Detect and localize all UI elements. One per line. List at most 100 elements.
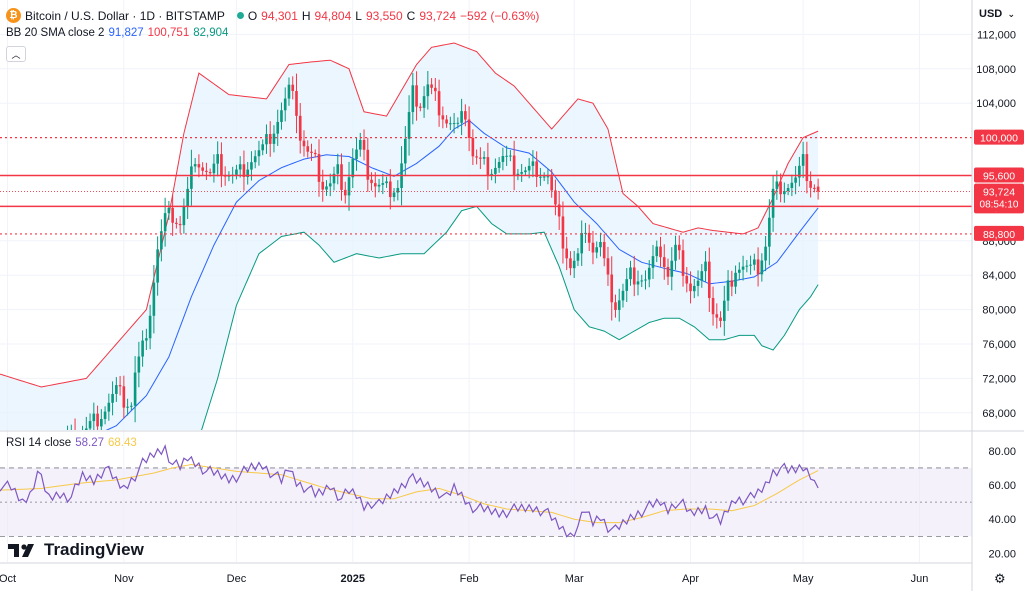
candle-body <box>516 173 520 176</box>
candle-body <box>764 246 767 261</box>
candle-body <box>786 187 790 192</box>
candle-body <box>351 159 355 178</box>
candle-body <box>313 152 317 155</box>
x-tick-label: Oct <box>0 573 16 585</box>
candle-body <box>332 173 336 184</box>
candle-body <box>388 181 392 198</box>
candle-body <box>805 154 809 182</box>
candle-body <box>520 172 523 174</box>
rsi-pane <box>0 443 972 538</box>
bb-legend[interactable]: BB 20 SMA close 2 91,827 100,751 82,904 <box>6 27 232 39</box>
countdown-label: 08:54:10 <box>980 200 1019 211</box>
bb-lower-value: 82,904 <box>193 27 229 39</box>
candle-body <box>36 457 39 462</box>
candle-body <box>208 172 212 174</box>
candle-body <box>396 187 400 193</box>
candle-body <box>291 84 295 91</box>
candle-body <box>479 157 482 159</box>
candle-body <box>306 146 310 152</box>
candle-body <box>501 156 505 162</box>
candle-body <box>655 246 659 257</box>
level-label-bg <box>974 225 1024 241</box>
candle-body <box>373 183 377 187</box>
candle-body <box>385 181 388 184</box>
candle-body <box>325 186 328 190</box>
bb-upper-value: 100,751 <box>147 27 190 39</box>
currency-selector[interactable]: USD ⌄ <box>975 4 1019 24</box>
candle-body <box>321 181 325 190</box>
candle-body <box>156 249 159 283</box>
candle-body <box>422 96 426 108</box>
candle-body <box>100 418 103 427</box>
candle-body <box>471 137 475 157</box>
rsi-legend[interactable]: RSI 14 close 58.27 68.43 <box>6 437 141 449</box>
rsi-tick-label: 40.00 <box>988 514 1016 526</box>
candle-body <box>280 110 283 122</box>
candle-body <box>32 462 35 464</box>
candle-body <box>265 134 268 145</box>
candle-body <box>685 275 689 284</box>
bitcoin-icon: ₿ <box>6 8 21 23</box>
candle-body <box>55 452 58 457</box>
candle-body <box>430 84 433 88</box>
candle-body <box>441 115 445 120</box>
candle-body <box>509 155 512 157</box>
level-label: 88,800 <box>983 229 1015 241</box>
candle-body <box>464 111 467 120</box>
candle-body <box>531 161 535 166</box>
candle-body <box>565 248 569 259</box>
candle-body <box>692 285 696 292</box>
candle-body <box>197 164 201 168</box>
candle-body <box>175 222 178 224</box>
rsi-legend-label: RSI 14 close <box>6 437 72 449</box>
candle-body <box>145 338 148 341</box>
candle-body <box>111 393 114 403</box>
candle-body <box>137 356 141 373</box>
tradingview-logo[interactable]: TradingView <box>8 540 144 560</box>
candle-body <box>257 150 261 157</box>
candle-body <box>614 302 617 310</box>
y-tick-label: 112,000 <box>977 29 1016 41</box>
candle-body <box>152 282 156 316</box>
candle-body <box>92 413 96 422</box>
candle-body <box>130 405 133 407</box>
candle-body <box>160 231 163 250</box>
x-tick-label: May <box>793 573 814 585</box>
y-tick-label: 84,000 <box>982 270 1016 282</box>
open-value: 94,301 <box>261 8 298 23</box>
rsi-tick-label: 20.00 <box>988 548 1016 560</box>
candle-body <box>272 133 276 144</box>
candle-body <box>783 191 786 195</box>
gear-icon[interactable]: ⚙ <box>994 571 1006 586</box>
candle-body <box>561 216 565 249</box>
candle-body <box>250 162 253 170</box>
candle-body <box>336 164 340 174</box>
candle-body <box>141 340 144 357</box>
candle-body <box>651 256 655 268</box>
candle-body <box>640 280 644 282</box>
horizontal-levels[interactable] <box>0 137 972 235</box>
candle-body <box>182 207 186 226</box>
candle-body <box>460 111 463 123</box>
candle-body <box>115 385 118 394</box>
candle-body <box>726 280 730 301</box>
candle-body <box>426 84 430 97</box>
candle-body <box>47 447 50 462</box>
candle-body <box>610 274 614 303</box>
candle-body <box>512 155 516 176</box>
candle-body <box>486 157 490 176</box>
x-tick-label: 2025 <box>341 573 365 585</box>
candle-body <box>666 266 670 277</box>
collapse-legend-button[interactable]: ︿ <box>6 46 26 62</box>
high-value: 94,804 <box>314 8 352 23</box>
candle-body <box>190 166 193 189</box>
symbol-title[interactable]: Bitcoin / U.S. Dollar · 1D · BITSTAMP <box>25 8 225 23</box>
bollinger-band-fill <box>0 43 819 430</box>
rsi-ma-value: 68.43 <box>107 437 137 449</box>
candle-body <box>276 121 280 134</box>
candle-body <box>40 452 43 457</box>
candle-body <box>595 247 599 253</box>
